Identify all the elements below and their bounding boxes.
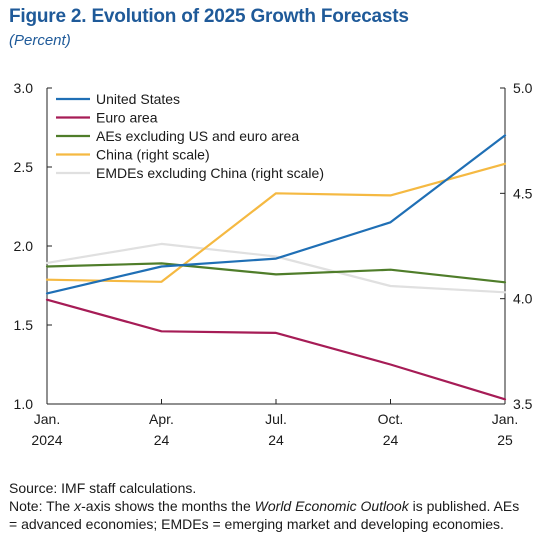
- left-y-tick-label: 2.0: [14, 238, 34, 254]
- chart-axes: 1.0 1.5 2.0 2.5 3.0 3.5 4.0 4.5 5.0 Jan. 2024 Apr. 2…: [14, 80, 533, 448]
- legend-label: China (right scale): [96, 147, 210, 163]
- series-line-united-states: [45, 134, 507, 295]
- chart-notes: Source: IMF staff calculations. Note: Th…: [9, 479, 544, 533]
- x-tick-label: 25: [497, 432, 513, 448]
- legend-label: United States: [96, 91, 180, 107]
- legend-label: AEs excluding US and euro area: [96, 128, 299, 144]
- series-line-china-right-scale: [45, 162, 507, 283]
- left-y-tick-label: 2.5: [14, 159, 34, 175]
- left-y-tick-label: 3.0: [14, 80, 34, 96]
- x-tick-label: Jan.: [34, 411, 60, 427]
- x-tick-label: Apr.: [149, 411, 174, 427]
- left-y-tick-label: 1.5: [14, 317, 34, 333]
- line-chart: 1.0 1.5 2.0 2.5 3.0 3.5 4.0 4.5 5.0 Jan. 2024 Apr. 2…: [14, 80, 533, 448]
- x-tick-label: 24: [383, 432, 399, 448]
- legend-label: Euro area: [96, 110, 158, 126]
- chart-series-lines: [45, 134, 507, 401]
- x-tick-label: Oct.: [378, 411, 404, 427]
- chart-subtitle: (Percent): [9, 32, 71, 49]
- series-line-aes-excluding-us-and-euro-area: [45, 262, 507, 284]
- right-y-tick-label: 4.5: [513, 185, 533, 201]
- footnote-line-2: = advanced economies; EMDEs = emerging m…: [9, 516, 504, 532]
- source-note: Source: IMF staff calculations.: [9, 480, 197, 496]
- legend-label: EMDEs excluding China (right scale): [96, 165, 324, 181]
- x-tick-label: 2024: [31, 432, 62, 448]
- chart-legend: United States Euro area AEs excluding US a…: [56, 91, 324, 181]
- chart-title: Figure 2. Evolution of 2025 Growth Forec…: [9, 6, 409, 27]
- right-y-tick-label: 5.0: [513, 80, 533, 96]
- x-tick-label: Jul.: [265, 411, 287, 427]
- x-tick-label: 24: [268, 432, 284, 448]
- right-y-tick-label: 3.5: [513, 396, 533, 412]
- left-y-tick-label: 1.0: [14, 396, 34, 412]
- right-y-tick-label: 4.0: [513, 291, 533, 307]
- footnote-line-1: Note: The x-axis shows the months the Wo…: [9, 498, 520, 514]
- x-tick-label: 24: [154, 432, 170, 448]
- x-tick-label: Jan.: [492, 411, 518, 427]
- series-line-euro-area: [45, 298, 507, 401]
- series-line-emdes-excluding-china-right-scale: [45, 242, 507, 294]
